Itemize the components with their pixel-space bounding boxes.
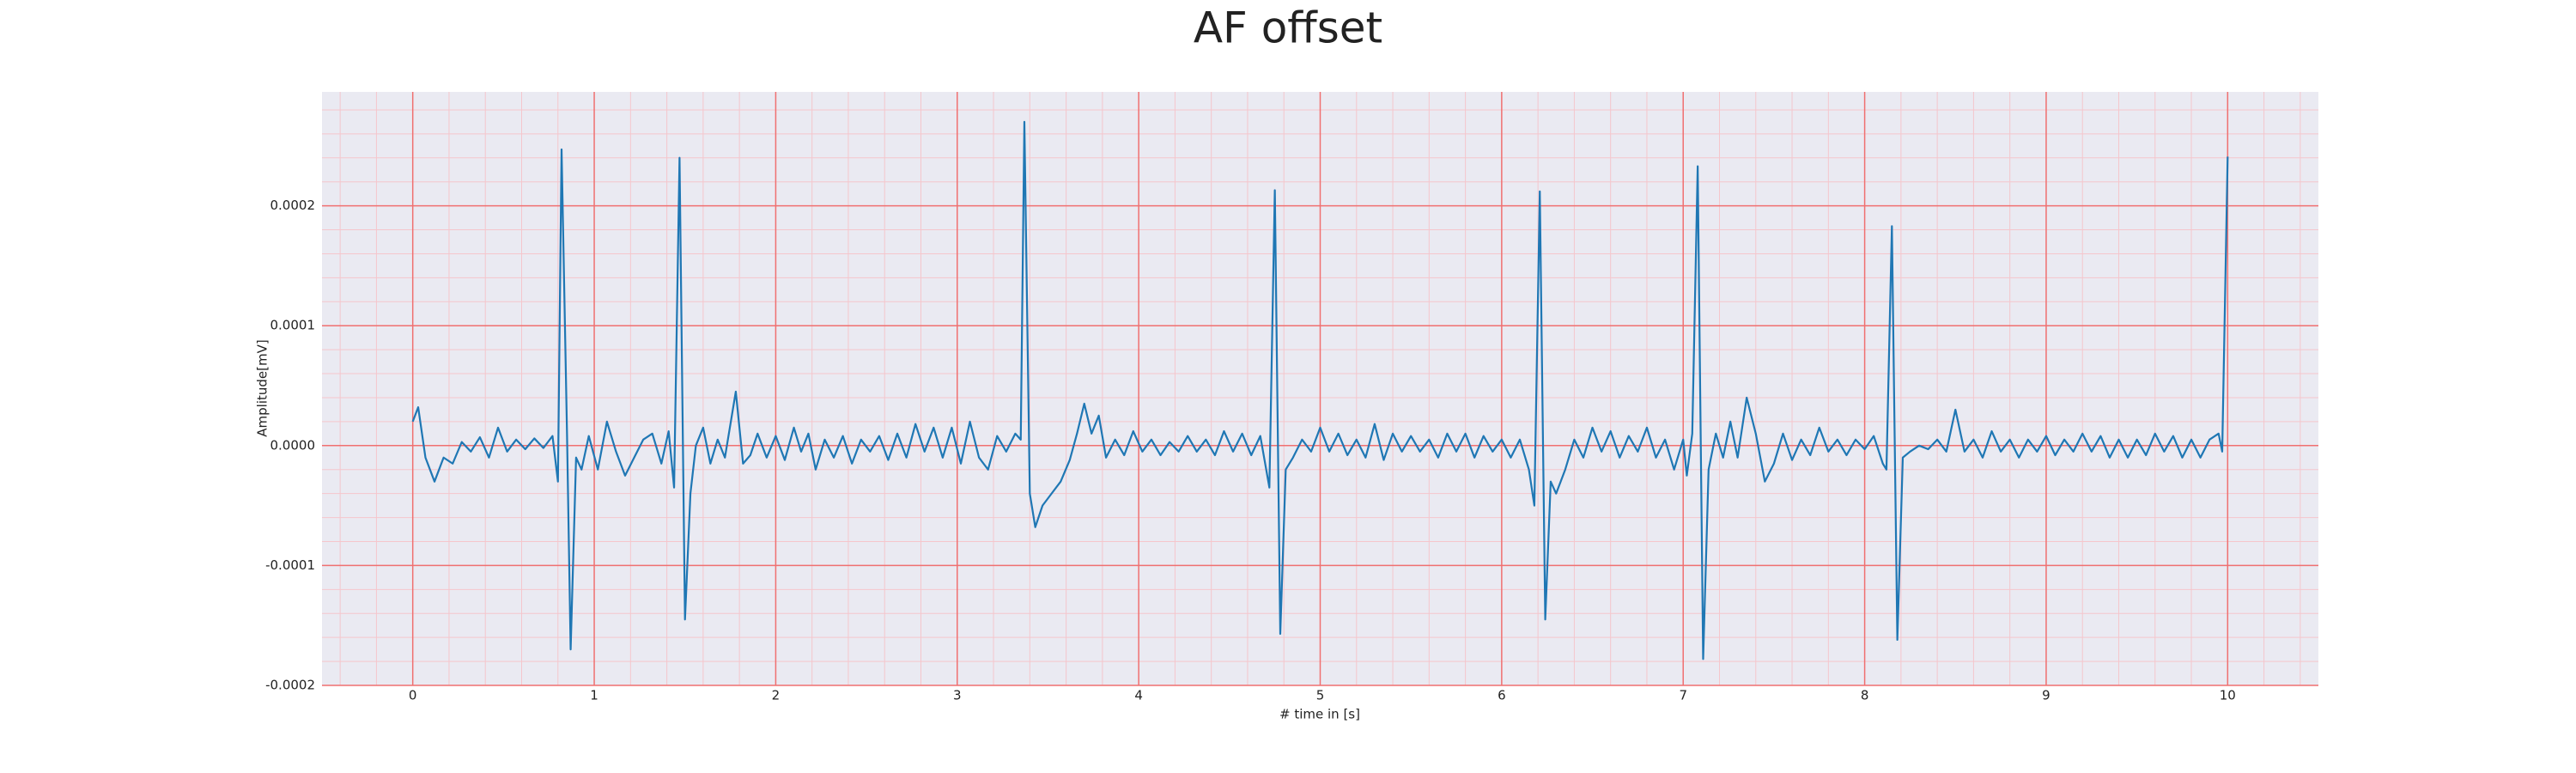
data-line (411, 120, 2229, 660)
y-tick-label: -0.0002 (265, 678, 315, 693)
x-tick-label: 6 (1498, 688, 1506, 703)
x-axis-label: # time in [s] (1279, 707, 1360, 722)
y-tick-label: 0.0001 (270, 318, 316, 333)
x-tick-label: 2 (772, 688, 781, 703)
x-tick-label: 10 (2220, 688, 2236, 703)
x-tick-label: 4 (1134, 688, 1143, 703)
y-axis-label: Amplitude[mV] (255, 339, 270, 436)
x-tick-label: 3 (953, 688, 962, 703)
x-tick-label: 1 (590, 688, 598, 703)
y-tick-label: 0.0002 (270, 198, 316, 213)
chart-title: AF offset (1194, 3, 1382, 53)
x-tick-label: 5 (1316, 688, 1325, 703)
x-tick-label: 7 (1679, 688, 1687, 703)
x-tick-label: 8 (1861, 688, 1869, 703)
y-tick-label: -0.0001 (265, 557, 315, 573)
y-tick-label: 0.0000 (270, 437, 316, 453)
x-tick-label: 0 (409, 688, 417, 703)
x-tick-label: 9 (2042, 688, 2050, 703)
